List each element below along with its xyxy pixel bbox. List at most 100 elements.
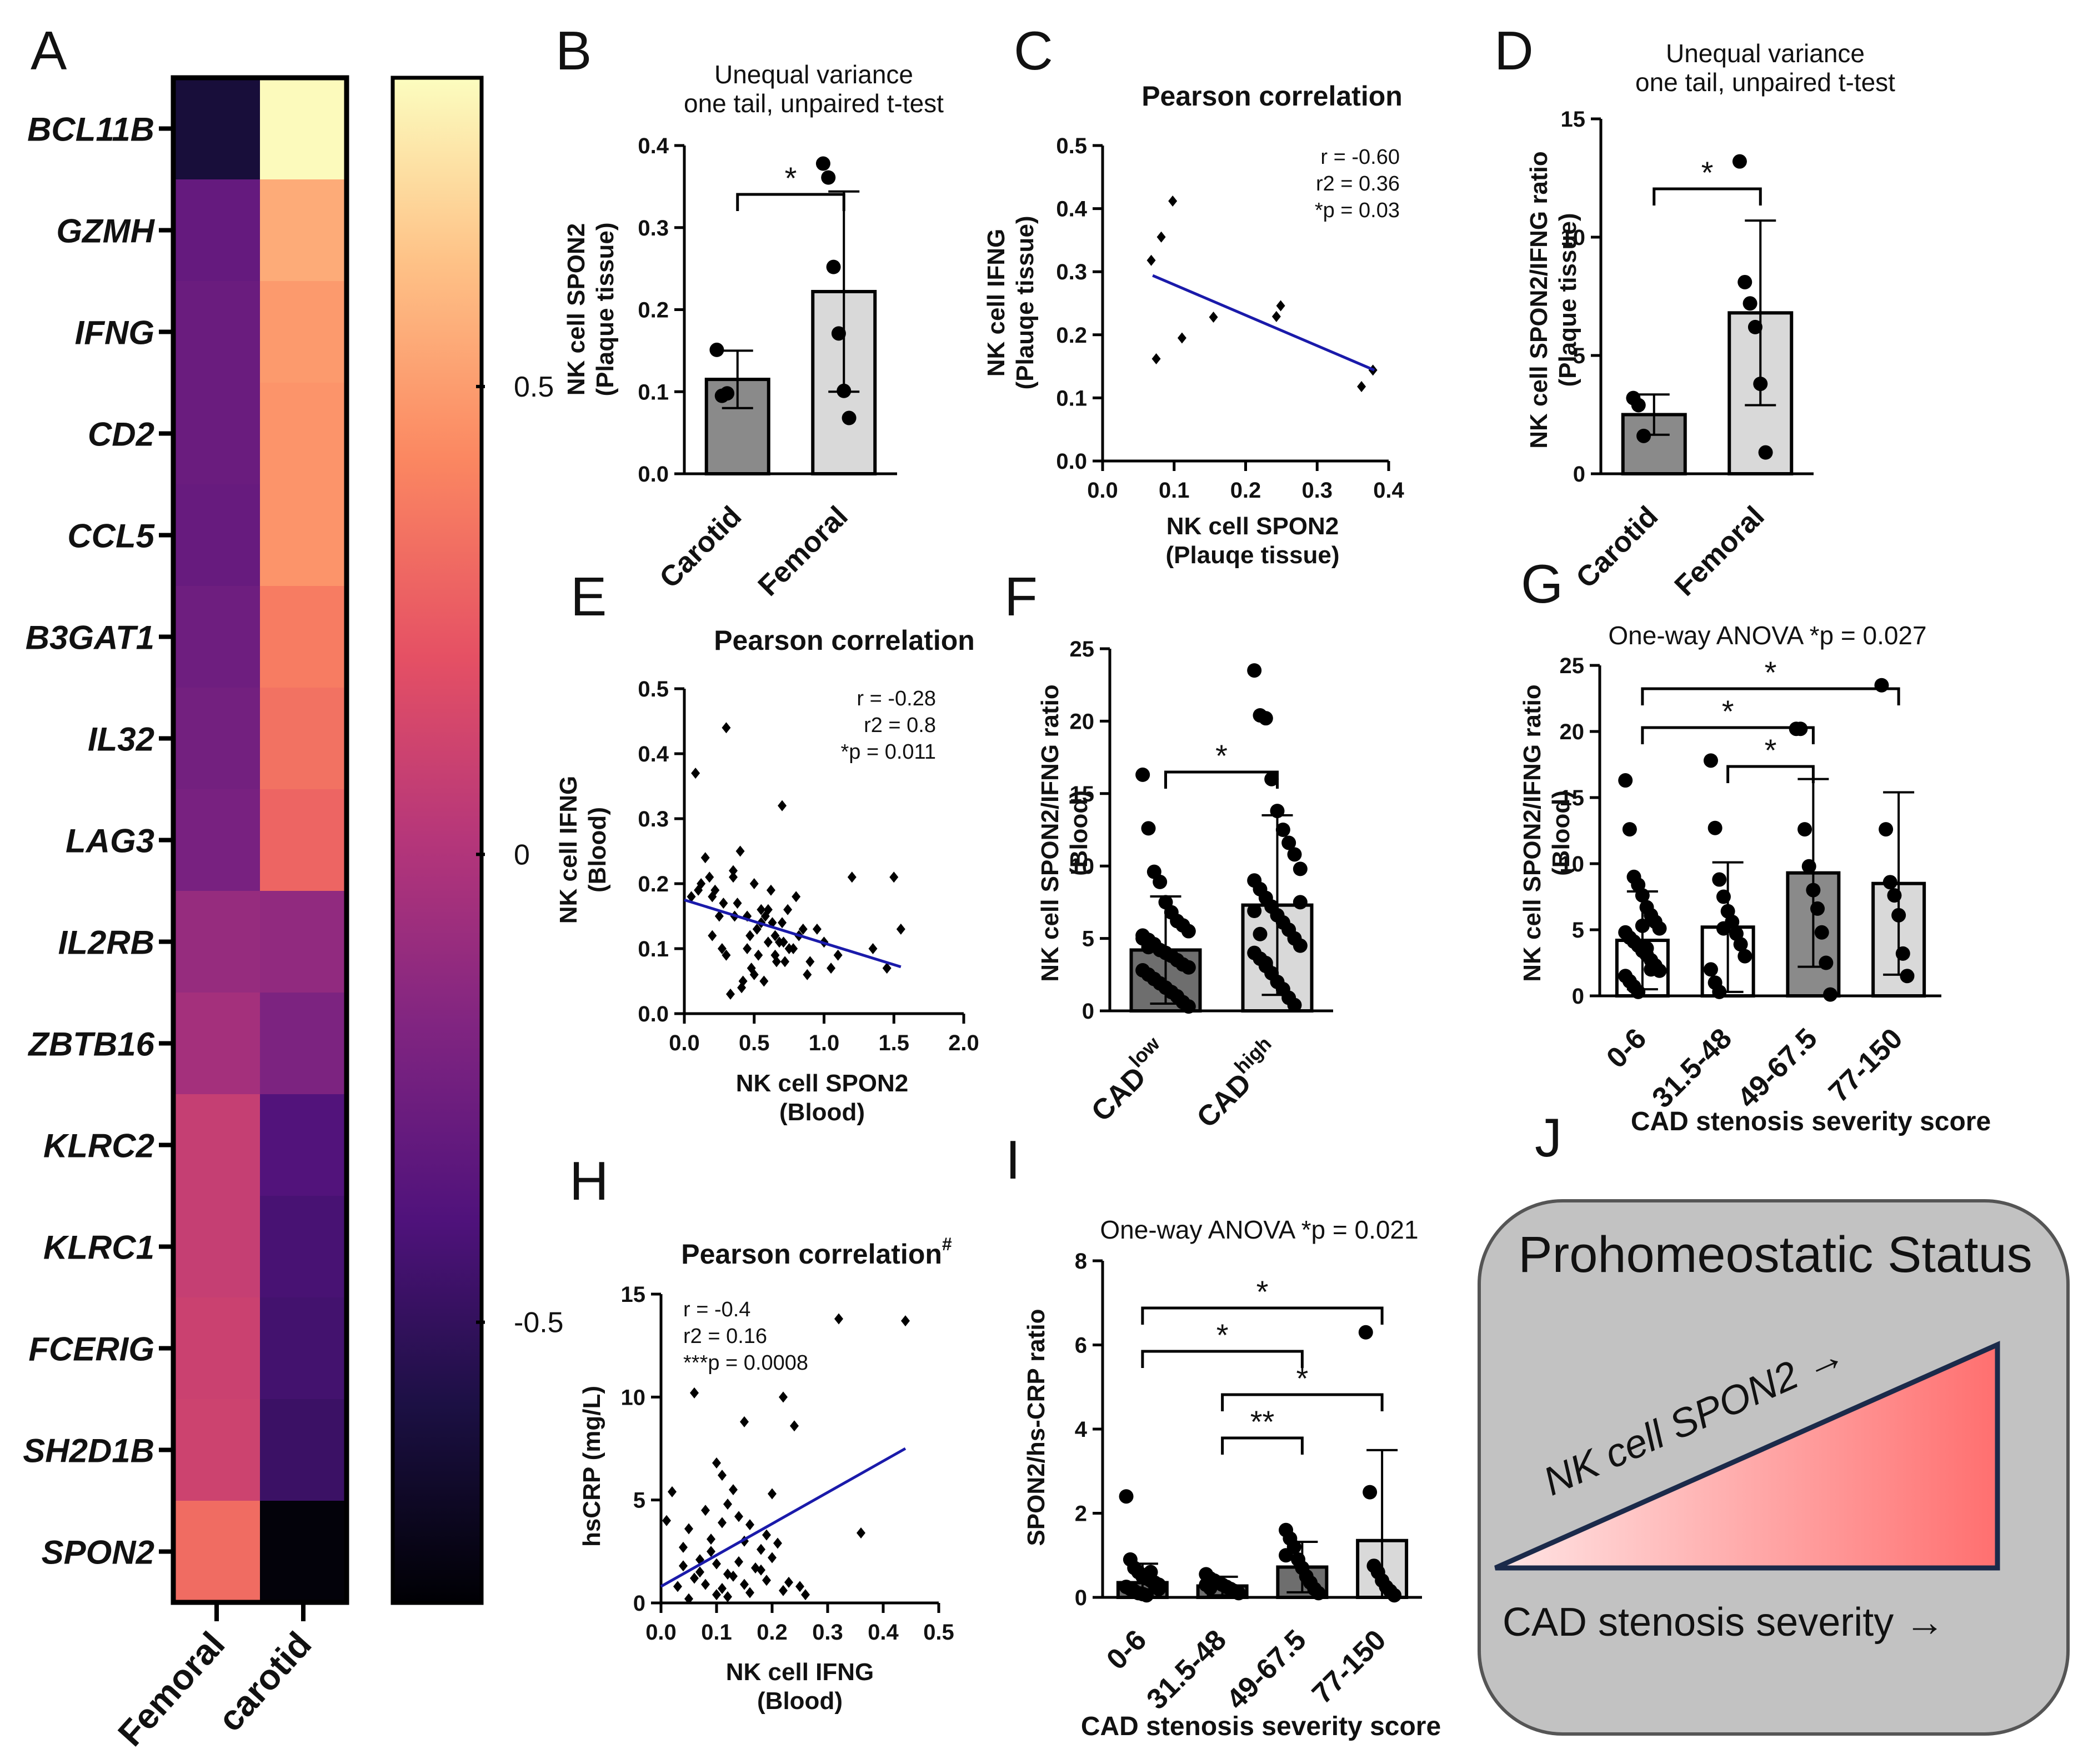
significance-label: * [785, 161, 797, 196]
y-axis-title-line-0: NK cell SPON2 [563, 223, 590, 396]
data-point [1810, 901, 1825, 916]
data-point [1279, 1548, 1294, 1563]
data-point [687, 891, 696, 903]
data-point [857, 1527, 865, 1539]
data-point [803, 969, 812, 980]
data-point [745, 930, 755, 941]
stats-annotation: *p = 0.03 [1315, 199, 1400, 222]
data-point [707, 1534, 715, 1545]
y-tick-label: 0.3 [638, 807, 669, 831]
data-point [707, 1546, 715, 1557]
significance-bracket [1141, 1306, 1384, 1325]
x-tick-label: 0.4 [868, 1620, 899, 1645]
significance-bracket [1653, 187, 1762, 206]
data-point [882, 963, 892, 974]
y-tick-label: 0 [633, 1591, 645, 1616]
data-point [729, 865, 738, 876]
heatmap-cell-IL2RB-carotid [260, 891, 347, 993]
y-tick-label: 10 [1070, 854, 1095, 879]
gene-label-KLRC2: KLRC2 [43, 1127, 154, 1165]
data-point [735, 845, 745, 857]
heatmap-cell-BCL11B-Femoral [173, 78, 260, 179]
y-tick-label: 0.0 [1056, 449, 1087, 474]
y-tick-label: 0 [1082, 999, 1094, 1024]
x-axis-title-line-1: (Blood) [779, 1099, 865, 1126]
x-axis-title-line-1: (Blood) [757, 1687, 843, 1715]
data-point [1141, 940, 1156, 955]
data-point [679, 1560, 688, 1572]
significance-label: * [1216, 1317, 1229, 1352]
data-point [1797, 822, 1812, 837]
gene-label-BCL11B: BCL11B [27, 111, 154, 148]
y-tick-label: 20 [1560, 720, 1585, 744]
y-tick-label: 10 [1561, 225, 1586, 250]
data-point [695, 1566, 704, 1578]
data-point [762, 1575, 771, 1586]
panel-c-scatter-plot: 0.0 0.1 0.2 0.3 0.4 0.5 0.0 0.1 0.2 0.3 0.4 Pearson… [983, 81, 1405, 569]
y-axis-title-line-1: (Blood) [584, 807, 611, 893]
data-point [1716, 921, 1731, 936]
column-label-carotid: carotid [210, 1624, 319, 1739]
data-point [745, 1519, 754, 1531]
data-point [1716, 889, 1731, 904]
data-point [798, 923, 808, 935]
data-point [766, 884, 775, 896]
data-point [768, 1552, 777, 1563]
data-point [779, 1585, 788, 1596]
x-category-label-49-67.5: 49-67.5 [1731, 1022, 1824, 1114]
data-point [1737, 949, 1752, 964]
stats-annotation: *p = 0.011 [840, 740, 936, 764]
data-point [1181, 924, 1196, 939]
regression-line [1152, 274, 1375, 372]
panel-letter-G: G [1521, 553, 1563, 614]
x-tick-label: 1.5 [878, 1031, 909, 1055]
heatmap-cell-BCL11B-carotid [260, 78, 347, 179]
panel-letter-A: A [31, 20, 67, 81]
gene-label-CCL5: CCL5 [67, 518, 155, 555]
gene-label-IFNG: IFNG [75, 314, 154, 352]
y-tick-label: 5 [1572, 918, 1584, 943]
significance-label: * [1765, 733, 1777, 768]
significance-label: * [1701, 155, 1714, 190]
y-axis-title-line-0: hsCRP (mg/L) [578, 1386, 605, 1547]
chart-title-line-1: one tail, unpaired t-test [684, 89, 944, 118]
colorbar-tick-label: 0 [514, 839, 530, 871]
data-point [783, 904, 793, 915]
heatmap-cell-FCERIG-carotid [260, 1297, 347, 1399]
y-tick-label: 0 [1572, 984, 1584, 1009]
panel-letter-J: J [1535, 1107, 1562, 1168]
y-tick-label: 15 [1561, 107, 1586, 132]
data-point [1737, 274, 1752, 289]
x-axis-title: CAD stenosis severity score [1081, 1712, 1441, 1741]
data-point [1712, 984, 1727, 999]
heatmap-cell-CD2-carotid [260, 383, 347, 484]
y-axis-title-line-1: (Plaque tissue) [1554, 213, 1581, 387]
data-point [718, 1583, 727, 1595]
data-point [1151, 353, 1161, 364]
x-tick-label: 0.0 [645, 1620, 677, 1645]
panel-letter-C: C [1014, 20, 1053, 81]
data-point [749, 878, 759, 889]
x-category-label-Carotid: Carotid [654, 500, 748, 594]
data-point [705, 871, 714, 883]
y-axis-title-line-1: (Plauqe tissue) [1012, 216, 1039, 390]
data-point [1231, 1586, 1246, 1601]
data-point [1806, 883, 1821, 898]
data-point [1644, 962, 1659, 977]
y-tick-label: 0 [1075, 1586, 1087, 1610]
data-point [700, 852, 710, 864]
significance-bracket [736, 193, 845, 211]
data-point [1635, 918, 1650, 933]
data-point [815, 156, 830, 171]
data-point [734, 1556, 743, 1567]
x-category-label-Femoral: Femoral [752, 500, 854, 602]
gene-label-IL32: IL32 [88, 721, 154, 758]
data-point [1712, 872, 1727, 887]
panel-h-scatter-plot: 0 5 10 15 0.0 0.1 0.2 0.3 0.4 0.5 Pearson correlat… [578, 1234, 954, 1715]
data-point [1141, 821, 1156, 836]
data-point [1270, 804, 1285, 819]
y-tick-label: 0.5 [1056, 134, 1087, 158]
